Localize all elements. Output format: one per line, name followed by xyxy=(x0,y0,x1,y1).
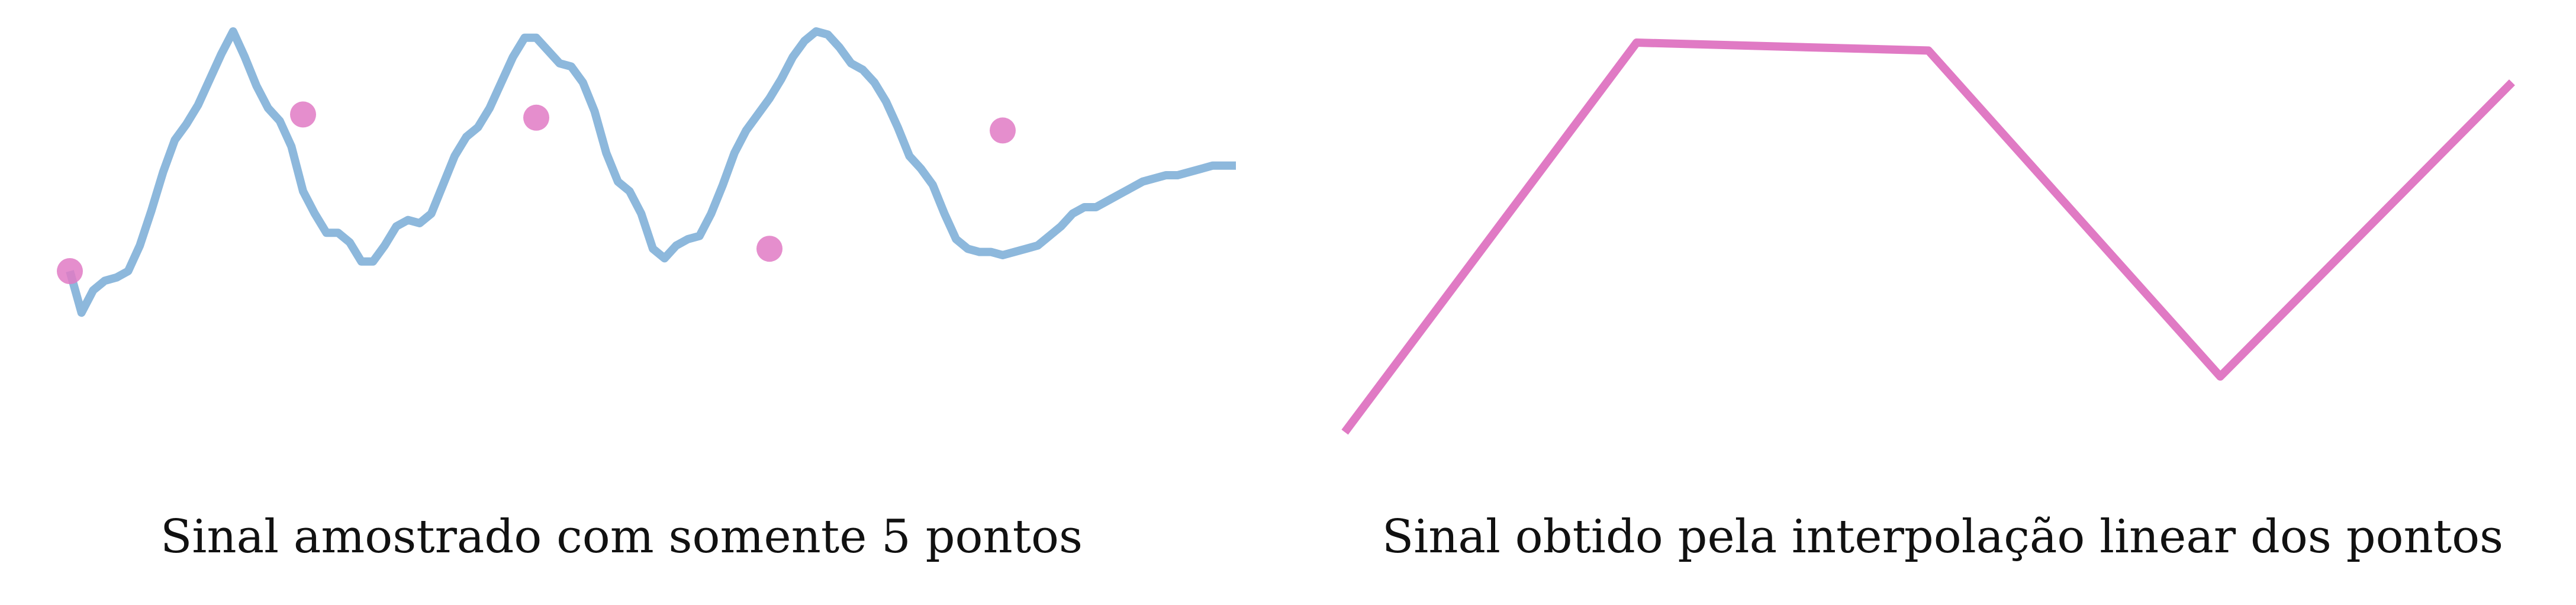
sample-point-3 xyxy=(523,104,549,131)
sampled-signal-caption: Sinal amostrado com somente 5 pontos xyxy=(160,510,1083,564)
interpolated-signal-caption: Sinal obtido pela interpolação linear do… xyxy=(1382,510,2504,564)
interpolated-signal-panel: Sinal obtido pela interpolação linear do… xyxy=(1288,0,2576,605)
interpolated-signal-line xyxy=(1341,38,2515,435)
sample-point-2 xyxy=(290,101,316,128)
interpolated-signal-chart xyxy=(1341,38,2515,435)
sampled-signal-chart xyxy=(57,27,1236,317)
sample-point-5 xyxy=(990,117,1016,144)
sampled-signal-panel: Sinal amostrado com somente 5 pontos xyxy=(57,27,1236,564)
sample-point-4 xyxy=(756,236,783,262)
sample-point-1 xyxy=(57,258,83,284)
original-signal-line xyxy=(66,27,1236,317)
